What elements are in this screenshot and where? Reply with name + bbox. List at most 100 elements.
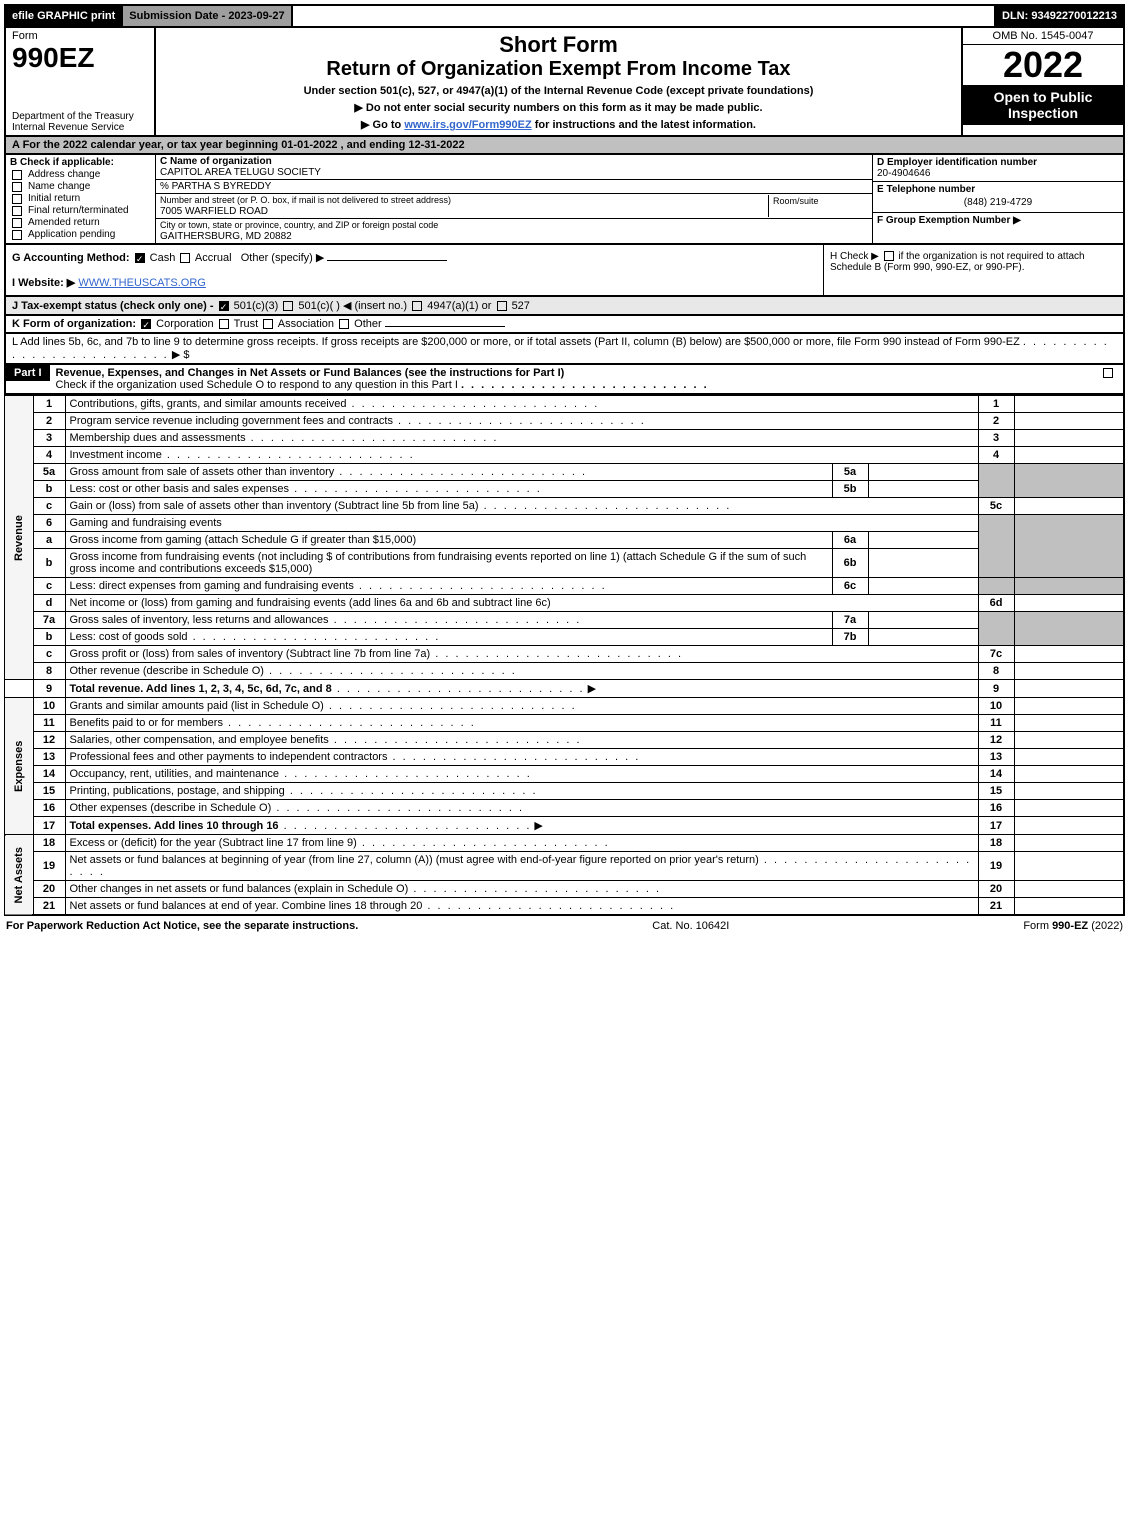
- section-c: C Name of organization CAPITOL AREA TELU…: [156, 155, 873, 243]
- checkbox-icon[interactable]: [12, 194, 22, 204]
- ln-ival[interactable]: [868, 549, 978, 578]
- ln-val[interactable]: [1014, 749, 1124, 766]
- ln-num: 14: [33, 766, 65, 783]
- cb-address-change[interactable]: Address change: [10, 169, 151, 180]
- title-return: Return of Organization Exempt From Incom…: [162, 58, 955, 81]
- cb-h[interactable]: [884, 251, 894, 261]
- cb-cash[interactable]: [135, 253, 145, 263]
- checkbox-icon[interactable]: [12, 170, 22, 180]
- cb-other[interactable]: [339, 319, 349, 329]
- ln-rnum: 2: [978, 413, 1014, 430]
- cb-501c3[interactable]: [219, 301, 229, 311]
- section-def: D Employer identification number 20-4904…: [873, 155, 1123, 243]
- ln-inum: 6c: [832, 578, 868, 595]
- cb-527[interactable]: [497, 301, 507, 311]
- ln-val[interactable]: [1014, 498, 1124, 515]
- ln-num: b: [33, 549, 65, 578]
- ln-text: Other expenses (describe in Schedule O): [70, 802, 272, 814]
- ln-val[interactable]: [1014, 646, 1124, 663]
- ln-val[interactable]: [1014, 663, 1124, 680]
- g-other-line[interactable]: [327, 260, 447, 261]
- ln-ival[interactable]: [868, 481, 978, 498]
- cb-final-return[interactable]: Final return/terminated: [10, 205, 151, 216]
- ln-ival[interactable]: [868, 464, 978, 481]
- ln-ival[interactable]: [868, 578, 978, 595]
- cb-amended-return[interactable]: Amended return: [10, 217, 151, 228]
- row-j: J Tax-exempt status (check only one) - 5…: [4, 297, 1125, 316]
- ln-ival[interactable]: [868, 612, 978, 629]
- website-link[interactable]: WWW.THEUSCATS.ORG: [78, 277, 206, 289]
- cb-accrual[interactable]: [180, 253, 190, 263]
- ln-val[interactable]: [1014, 413, 1124, 430]
- ln-val[interactable]: [1014, 430, 1124, 447]
- tel-value: (848) 219-4729: [877, 195, 1119, 210]
- cb-4947[interactable]: [412, 301, 422, 311]
- open-to-public: Open to Public Inspection: [963, 85, 1123, 125]
- cb-name-change[interactable]: Name change: [10, 181, 151, 192]
- cb-assoc[interactable]: [263, 319, 273, 329]
- header-center: Short Form Return of Organization Exempt…: [156, 28, 963, 135]
- section-f: F Group Exemption Number ▶: [873, 213, 1123, 228]
- ln-val[interactable]: [1014, 835, 1124, 852]
- k-other-line[interactable]: [385, 326, 505, 327]
- dln-number: DLN: 93492270012213: [996, 6, 1123, 26]
- ln-rnum: 3: [978, 430, 1014, 447]
- checkbox-icon[interactable]: [12, 218, 22, 228]
- ln-val[interactable]: [1014, 595, 1124, 612]
- checkbox-icon[interactable]: [12, 230, 22, 240]
- ln-val[interactable]: [1014, 817, 1124, 835]
- line-21: 21 Net assets or fund balances at end of…: [5, 898, 1124, 916]
- part1-subtitle: Revenue, Expenses, and Changes in Net As…: [50, 365, 1093, 393]
- ln-val[interactable]: [1014, 852, 1124, 881]
- line-6a: a Gross income from gaming (attach Sched…: [5, 532, 1124, 549]
- ln-num: 17: [33, 817, 65, 835]
- ln-rnum: 7c: [978, 646, 1014, 663]
- cb-label: Amended return: [28, 217, 100, 228]
- goto-pre: ▶ Go to: [361, 119, 404, 131]
- ln-text: Investment income: [70, 449, 162, 461]
- ln-ival[interactable]: [868, 532, 978, 549]
- top-bar-spacer: [293, 6, 996, 26]
- ln-val[interactable]: [1014, 680, 1124, 698]
- ln-val[interactable]: [1014, 898, 1124, 916]
- ln-val[interactable]: [1014, 698, 1124, 715]
- cb-initial-return[interactable]: Initial return: [10, 193, 151, 204]
- ln-val[interactable]: [1014, 396, 1124, 413]
- care-of: % PARTHA S BYREDDY: [156, 180, 872, 194]
- ln-val[interactable]: [1014, 715, 1124, 732]
- ln-num: 6: [33, 515, 65, 532]
- ln-num: c: [33, 498, 65, 515]
- ln-text: Printing, publications, postage, and shi…: [70, 785, 285, 797]
- irs-link[interactable]: www.irs.gov/Form990EZ: [404, 119, 531, 131]
- ln-val[interactable]: [1014, 732, 1124, 749]
- line-17: 17 Total expenses. Add lines 10 through …: [5, 817, 1124, 835]
- g-other: Other (specify) ▶: [241, 252, 325, 264]
- cb-trust[interactable]: [219, 319, 229, 329]
- line-6b: b Gross income from fundraising events (…: [5, 549, 1124, 578]
- checkbox-icon[interactable]: [12, 206, 22, 216]
- ln-val[interactable]: [1014, 766, 1124, 783]
- ln-val[interactable]: [1014, 783, 1124, 800]
- efile-print-button[interactable]: efile GRAPHIC print: [6, 6, 123, 26]
- header-right: OMB No. 1545-0047 2022 Open to Public In…: [963, 28, 1123, 135]
- cb-application-pending[interactable]: Application pending: [10, 229, 151, 240]
- ln-text: Less: cost of goods sold: [70, 631, 188, 643]
- ln-text: Grants and similar amounts paid (list in…: [70, 700, 324, 712]
- ln-text: Gross income from gaming (attach Schedul…: [70, 534, 417, 546]
- line-5a: 5a Gross amount from sale of assets othe…: [5, 464, 1124, 481]
- cb-part1-scho[interactable]: [1103, 368, 1113, 378]
- ln-num: 13: [33, 749, 65, 766]
- ln-num: 3: [33, 430, 65, 447]
- ln-text: Program service revenue including govern…: [70, 415, 393, 427]
- ln-ival[interactable]: [868, 629, 978, 646]
- ln-num: c: [33, 646, 65, 663]
- cb-corp[interactable]: [141, 319, 151, 329]
- checkbox-icon[interactable]: [12, 182, 22, 192]
- ln-text: Gross profit or (loss) from sales of inv…: [70, 648, 431, 660]
- cb-501c[interactable]: [283, 301, 293, 311]
- ln-val[interactable]: [1014, 447, 1124, 464]
- ln-val[interactable]: [1014, 881, 1124, 898]
- ln-text: Membership dues and assessments: [70, 432, 246, 444]
- ln-val[interactable]: [1014, 800, 1124, 817]
- line-12: 12 Salaries, other compensation, and emp…: [5, 732, 1124, 749]
